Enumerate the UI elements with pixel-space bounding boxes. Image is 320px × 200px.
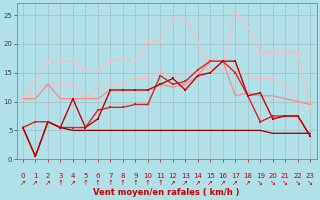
X-axis label: Vent moyen/en rafales ( km/h ): Vent moyen/en rafales ( km/h ) — [93, 188, 240, 197]
